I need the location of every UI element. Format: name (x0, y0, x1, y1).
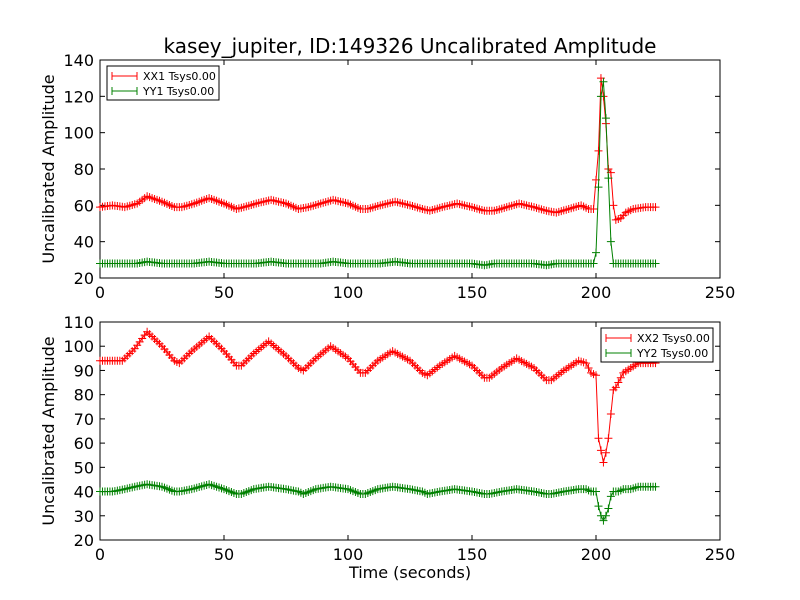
y-tick-label: 90 (74, 361, 94, 380)
plot-frame (99, 321, 721, 541)
data-point (616, 373, 625, 382)
y-tick-label: 50 (74, 458, 94, 477)
series-yy1 (96, 77, 660, 270)
x-tick-label: 200 (581, 283, 612, 302)
y-tick-label: 20 (74, 531, 94, 550)
data-point (592, 248, 600, 257)
x-axis-label: Time (seconds) (348, 563, 471, 582)
y-tick-label: 40 (74, 483, 94, 502)
x-tick-label: 100 (333, 545, 364, 564)
x-tick-label: 200 (581, 545, 612, 564)
x-tick-label: 150 (457, 545, 488, 564)
data-point (606, 492, 615, 501)
y-tick-label: 40 (74, 233, 94, 252)
data-point (599, 516, 608, 525)
data-point (584, 364, 593, 373)
legend-label: YY2 Tsys0.00 (636, 347, 708, 360)
data-point (601, 114, 610, 123)
legend-label: YY1 Tsys0.00 (142, 85, 214, 98)
y-tick-label: 60 (74, 434, 94, 453)
y-axis-label: Uncalibrated Amplitude (39, 74, 58, 263)
y-tick-label: 110 (63, 313, 94, 332)
y-tick-label: 140 (63, 51, 94, 70)
x-tick-label: 150 (457, 283, 488, 302)
data-point (592, 371, 600, 380)
series-yy2 (96, 480, 660, 525)
data-point (651, 259, 660, 268)
y-tick-label: 120 (63, 87, 94, 106)
data-point (599, 458, 608, 467)
y-axis-label: Uncalibrated Amplitude (39, 336, 58, 525)
legend: XX1 Tsys0.00 YY1 Tsys0.00 (106, 65, 220, 101)
data-point (594, 434, 603, 443)
x-tick-label: 50 (214, 283, 234, 302)
top-plot: 0 50 100 150 200 250 20 40 60 80 100 120 140 Uncalibr… (39, 51, 735, 302)
data-point (594, 146, 603, 155)
data-point (594, 502, 603, 511)
legend-label: XX2 Tsys0.00 (637, 332, 710, 345)
data-point (582, 359, 591, 368)
data-point (589, 204, 598, 213)
y-tick-label: 100 (63, 337, 94, 356)
y-tick-label: 60 (74, 196, 94, 215)
x-tick-label: 250 (705, 545, 736, 564)
series-xx2 (96, 327, 660, 467)
data-point (599, 77, 608, 86)
x-tick-label: 250 (705, 283, 736, 302)
data-point (594, 183, 603, 192)
data-point (651, 203, 660, 212)
data-point (604, 174, 613, 183)
y-tick-label: 100 (63, 124, 94, 143)
data-point (604, 504, 613, 513)
x-tick-label: 50 (214, 545, 234, 564)
data-point (611, 383, 620, 392)
legend-marker (111, 72, 138, 80)
data-point (592, 487, 600, 496)
bottom-plot: 0 50 100 150 200 250 20 30 40 50 60 70 80 90 100 110 Unc… (39, 313, 735, 582)
x-tick-label: 0 (95, 283, 105, 302)
chart-title: kasey_jupiter, ID:149326 Uncalibrated Am… (164, 34, 657, 58)
data-point (604, 434, 613, 443)
data-point (609, 201, 618, 210)
x-tick-label: 100 (333, 283, 364, 302)
y-tick-label: 80 (74, 160, 94, 179)
y-tick-label: 30 (74, 507, 94, 526)
data-point (651, 482, 660, 491)
legend-marker (605, 349, 632, 357)
x-tick-label: 0 (95, 545, 105, 564)
legend-box (106, 65, 220, 101)
legend-marker (605, 334, 632, 342)
legend-label: XX1 Tsys0.00 (143, 70, 216, 83)
data-point (601, 448, 610, 457)
data-point (601, 511, 610, 520)
y-tick-label: 80 (74, 386, 94, 405)
legend-marker (111, 87, 138, 95)
data-point (606, 410, 615, 419)
data-point (614, 378, 623, 387)
y-tick-label: 20 (74, 269, 94, 288)
data-point (596, 92, 605, 101)
data-point (606, 237, 615, 246)
legend-box (600, 327, 714, 363)
y-tick-label: 70 (74, 410, 94, 429)
data-point (596, 446, 605, 455)
data-point (589, 259, 598, 268)
legend: XX2 Tsys0.00 YY2 Tsys0.00 (600, 327, 714, 363)
series-xx1 (96, 74, 660, 224)
